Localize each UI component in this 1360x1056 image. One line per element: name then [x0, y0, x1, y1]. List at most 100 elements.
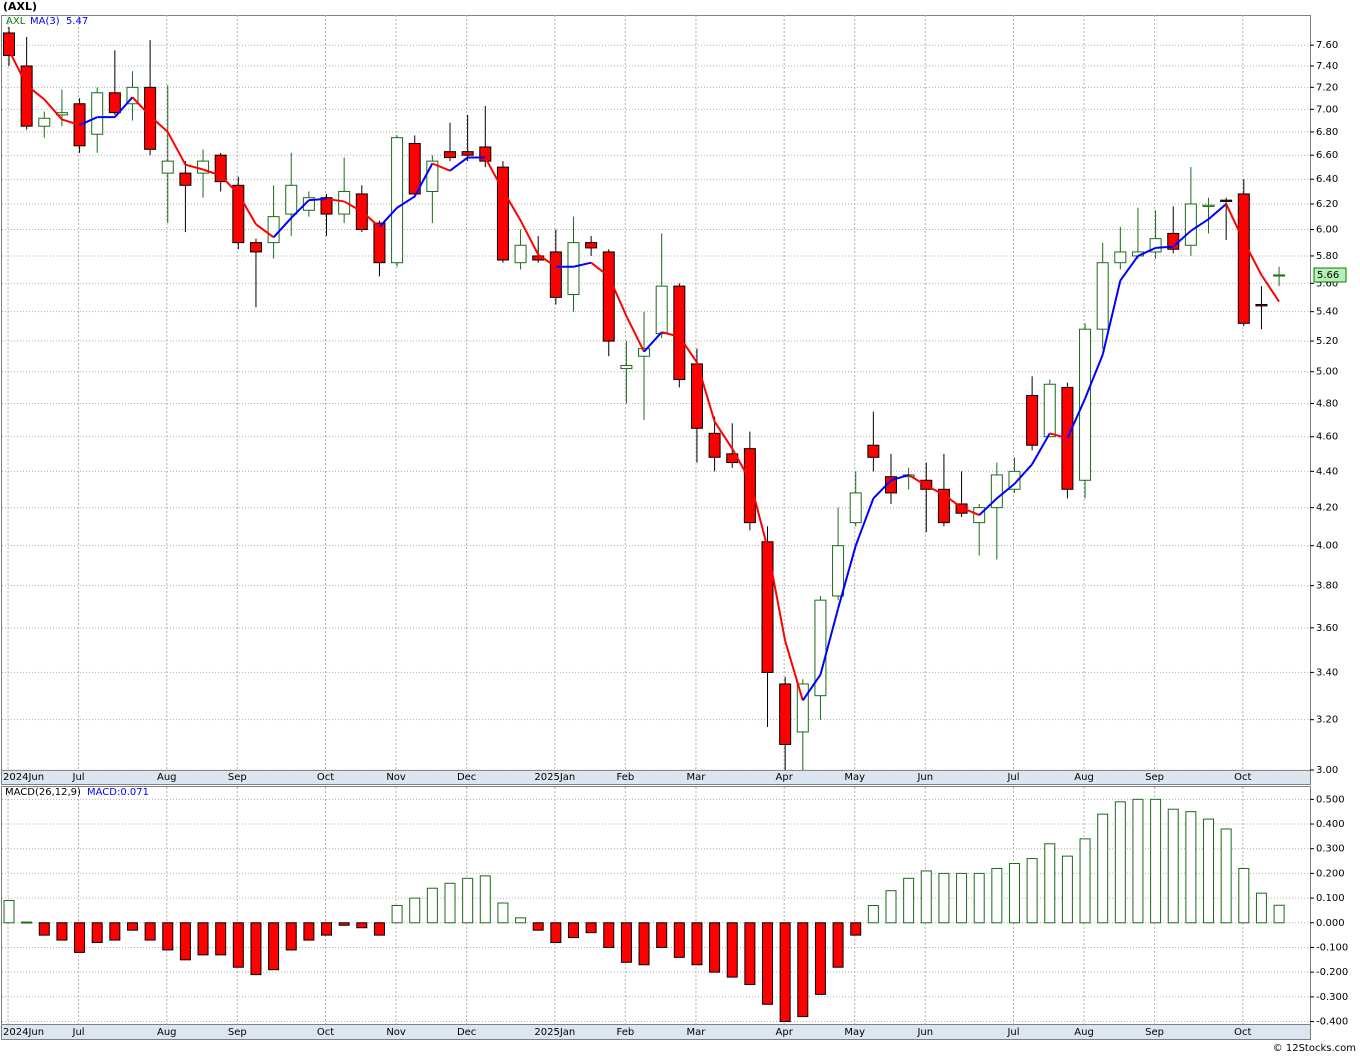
y-tick-label: 3.40	[1316, 667, 1338, 678]
ma-line-segment	[1119, 255, 1139, 282]
ma-line-segment	[1260, 274, 1280, 303]
macd-bar	[638, 922, 650, 966]
macd-bar	[709, 922, 721, 973]
candle-body	[1184, 203, 1197, 246]
candle-body	[426, 160, 439, 192]
y-tick-label: 0.000	[1316, 918, 1345, 929]
macd-bar	[303, 922, 315, 941]
macd-bar	[938, 872, 950, 924]
macd-bar	[867, 905, 879, 924]
candle-body	[1255, 303, 1268, 307]
ma-line-segment	[519, 220, 540, 256]
macd-bar	[1203, 818, 1215, 924]
macd-bar	[1114, 801, 1126, 924]
ma-line-segment	[590, 261, 610, 278]
x-tick-label: Aug	[157, 1027, 177, 1038]
x-tick-label: Apr	[776, 1027, 794, 1038]
x-tick-label: Sep	[228, 1027, 247, 1038]
candle-body	[1114, 251, 1127, 264]
macd-bar	[762, 922, 774, 1005]
macd-bar	[74, 922, 86, 953]
macd-bar	[285, 922, 297, 951]
ma-line-segment	[1172, 230, 1192, 248]
chart-title: (AXL)	[3, 0, 37, 13]
ma-line-segment	[573, 261, 592, 268]
legend-entry: MACD:0.071	[87, 787, 149, 798]
macd-bar	[656, 922, 668, 948]
macd-bar	[444, 882, 456, 924]
candle-body	[743, 448, 756, 524]
ma-line-segment	[643, 331, 663, 353]
y-tick-label: 0.400	[1316, 819, 1345, 830]
candle-body	[1202, 204, 1215, 207]
y-tick-label: 5.40	[1316, 307, 1338, 318]
x-tick-label: 2024Jun	[3, 772, 44, 783]
candle-body	[1237, 193, 1250, 324]
candle-body	[214, 154, 227, 183]
candle-body	[585, 242, 598, 249]
ma-line-segment	[854, 498, 875, 547]
y-tick-label: 5.60	[1316, 278, 1338, 289]
macd-bar	[462, 877, 474, 924]
macd-bar	[391, 905, 403, 924]
ma-line-segment	[343, 200, 363, 213]
ma-line-segment	[1242, 240, 1263, 276]
candle-body	[796, 683, 809, 733]
ma-line-segment	[1190, 218, 1210, 232]
candle-body	[514, 244, 527, 264]
x-tick-label: 2025Jan	[534, 1027, 575, 1038]
panel-title: MACD(26,12,9)	[5, 787, 81, 798]
macd-bar	[885, 890, 897, 924]
ma-line-segment	[202, 168, 222, 177]
macd-bar	[1132, 798, 1144, 924]
y-tick-label: -0.200	[1316, 967, 1348, 978]
macd-bar	[497, 902, 509, 924]
macd-bar	[197, 922, 209, 956]
ma-line-segment	[131, 96, 151, 117]
x-tick-label: Mar	[687, 1027, 707, 1038]
ma-line-segment	[872, 479, 892, 500]
candle-body	[38, 117, 51, 127]
legend-entry: MA(3)	[30, 16, 60, 27]
x-tick-label: Sep	[1145, 772, 1164, 783]
macd-bar	[162, 922, 174, 951]
macd-bar	[1255, 892, 1267, 924]
ma-line-segment	[925, 484, 945, 496]
y-tick-label: 7.60	[1316, 40, 1338, 51]
macd-bar	[620, 922, 632, 963]
x-tick-label: Oct	[317, 772, 334, 783]
date-strip	[1, 770, 1311, 785]
candle-body	[20, 65, 33, 127]
macd-bar	[1238, 867, 1250, 924]
y-tick-label: 3.80	[1316, 581, 1338, 592]
macd-bar	[814, 922, 826, 995]
ma-line-segment	[1066, 398, 1086, 439]
macd-bar	[21, 921, 33, 924]
macd-bar	[515, 917, 527, 924]
macd-bar	[109, 922, 121, 941]
macd-bar	[338, 922, 350, 926]
ma-line-segment	[1084, 354, 1104, 400]
x-tick-label: Jun	[916, 772, 933, 783]
candle-body	[655, 285, 668, 335]
candle-body	[302, 197, 315, 211]
macd-bar	[179, 922, 191, 961]
macd-bar	[321, 922, 333, 936]
macd-bar	[603, 922, 615, 948]
macd-bar	[903, 877, 915, 924]
candle-body	[108, 92, 121, 114]
macd-bar	[532, 922, 544, 931]
ma-line-segment	[908, 474, 927, 487]
macd-bar	[373, 922, 385, 936]
macd-bar	[920, 870, 932, 924]
macd-bar	[56, 922, 68, 941]
macd-bar	[744, 922, 756, 985]
macd-bar	[215, 922, 227, 956]
ma-line-segment	[1225, 203, 1245, 242]
macd-bar	[673, 922, 685, 958]
macd-bar	[268, 922, 280, 971]
ma-line-segment	[678, 336, 698, 363]
candle-body	[832, 545, 845, 597]
macd-bar	[1220, 828, 1232, 924]
candle-body	[1079, 328, 1092, 481]
